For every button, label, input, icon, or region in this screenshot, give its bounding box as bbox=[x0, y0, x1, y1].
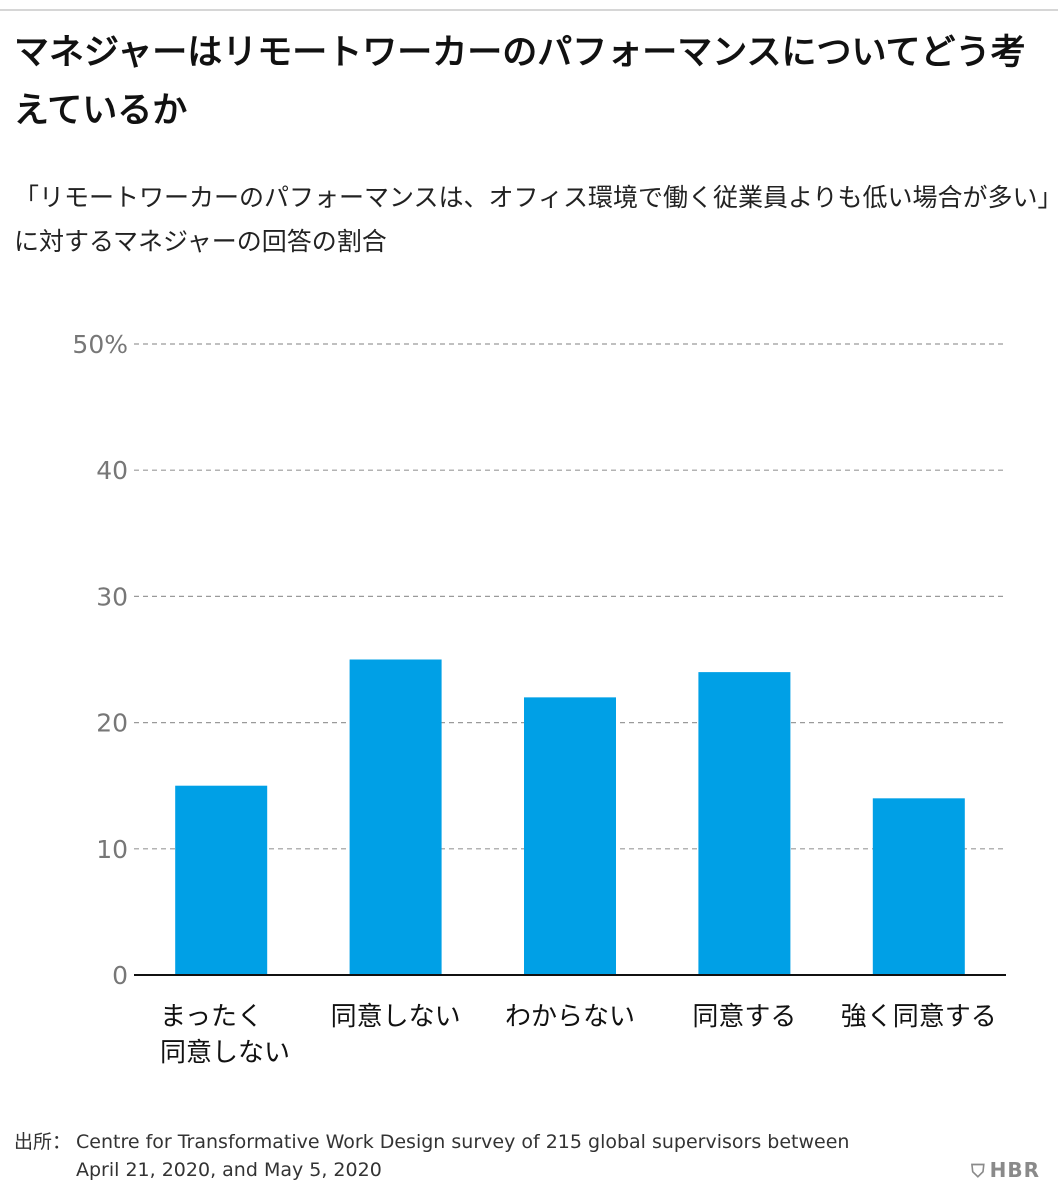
y-tick-label: 0 bbox=[112, 961, 128, 990]
y-tick-label: 20 bbox=[96, 709, 128, 738]
bar bbox=[524, 697, 616, 975]
hbr-shield-icon: ⛉ bbox=[971, 1161, 986, 1182]
bar bbox=[349, 659, 442, 975]
y-tick-label: 30 bbox=[96, 582, 128, 611]
x-tick-label: まったく同意しない bbox=[160, 1002, 290, 1068]
y-tick-label: 40 bbox=[96, 456, 128, 485]
x-tick-label: 同意しない bbox=[331, 1002, 461, 1032]
top-rule bbox=[0, 9, 1058, 11]
source-text: Centre for Transformative Work Design su… bbox=[76, 1131, 850, 1181]
x-tick-label: 同意する bbox=[692, 1002, 796, 1032]
chart-title: マネジャーはリモートワーカーのパフォーマンスについてどう考えているか bbox=[14, 33, 1026, 131]
hbr-logo: ⛉ HBR bbox=[971, 1158, 1040, 1182]
x-tick-label: 強く同意する bbox=[841, 1002, 997, 1032]
x-tick-label: わからない bbox=[505, 1002, 635, 1032]
source-label: 出所： bbox=[14, 1131, 72, 1153]
bar bbox=[175, 785, 268, 975]
chart-subtitle: 「リモートワーカーのパフォーマンスは、オフィス環境で働く従業員よりも低い場合が多… bbox=[14, 183, 1051, 256]
hbr-logo-text: HBR bbox=[989, 1158, 1040, 1182]
bar bbox=[698, 672, 791, 975]
bar-chart: 0 10 20 30 40 50% まったく同意しない 同意しない わからない 同意する 強く同意す… bbox=[72, 330, 1006, 1068]
y-tick-label: 10 bbox=[96, 835, 128, 864]
y-tick-label: 50% bbox=[72, 330, 128, 359]
bar bbox=[872, 798, 965, 975]
